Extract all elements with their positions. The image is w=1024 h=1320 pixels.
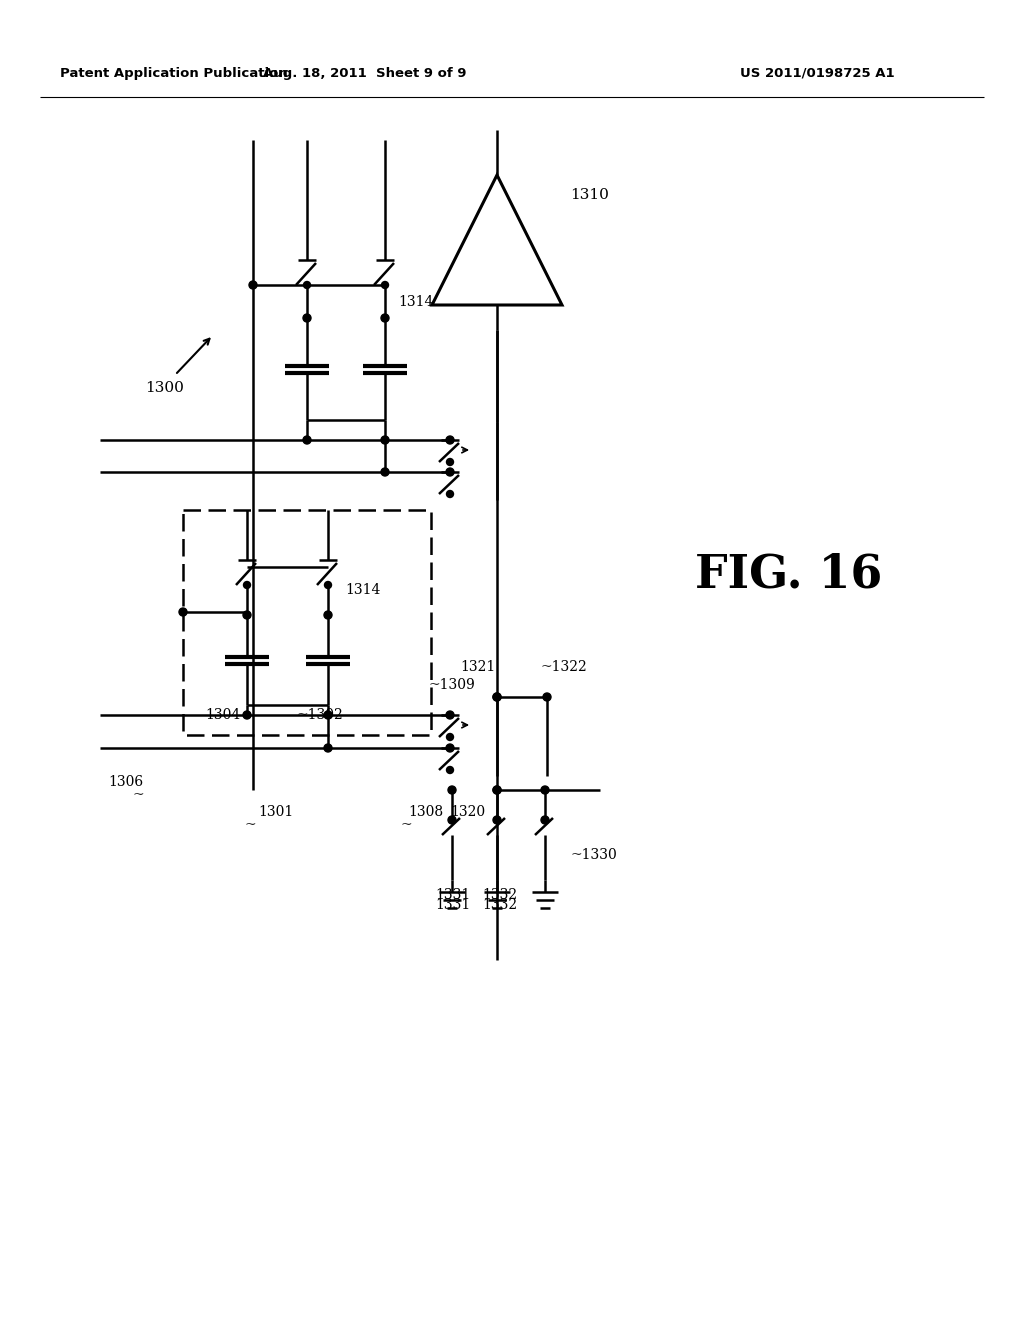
Text: 1304: 1304 xyxy=(205,708,241,722)
Circle shape xyxy=(179,609,187,616)
Circle shape xyxy=(543,693,551,701)
Circle shape xyxy=(446,436,454,444)
Text: ~1302: ~1302 xyxy=(297,708,344,722)
Text: 1310: 1310 xyxy=(570,187,609,202)
Circle shape xyxy=(446,767,454,774)
Text: 1301: 1301 xyxy=(258,805,293,818)
Text: 1300: 1300 xyxy=(145,381,184,395)
Circle shape xyxy=(303,436,311,444)
Circle shape xyxy=(493,816,501,824)
Text: Patent Application Publication: Patent Application Publication xyxy=(60,66,288,79)
Text: US 2011/0198725 A1: US 2011/0198725 A1 xyxy=(740,66,895,79)
Text: ~: ~ xyxy=(133,788,144,803)
Circle shape xyxy=(381,314,389,322)
Text: ~1322: ~1322 xyxy=(540,660,587,675)
Circle shape xyxy=(446,469,454,477)
Text: ~1309: ~1309 xyxy=(428,678,475,692)
Text: FIG. 16: FIG. 16 xyxy=(695,552,883,598)
Circle shape xyxy=(303,281,310,289)
Text: 1332: 1332 xyxy=(482,888,517,902)
Circle shape xyxy=(446,711,454,719)
Circle shape xyxy=(493,693,501,701)
Circle shape xyxy=(324,611,332,619)
Circle shape xyxy=(541,785,549,795)
Text: 1321: 1321 xyxy=(460,660,496,675)
Circle shape xyxy=(541,816,549,824)
Circle shape xyxy=(243,611,251,619)
Circle shape xyxy=(449,785,456,795)
Circle shape xyxy=(446,491,454,498)
Circle shape xyxy=(493,785,501,795)
Circle shape xyxy=(382,281,388,289)
Circle shape xyxy=(493,693,501,701)
Circle shape xyxy=(381,436,389,444)
Circle shape xyxy=(324,744,332,752)
Text: ~1330: ~1330 xyxy=(570,847,616,862)
Text: ~: ~ xyxy=(245,818,257,832)
Circle shape xyxy=(446,458,454,466)
Text: 1331: 1331 xyxy=(435,898,470,912)
Circle shape xyxy=(249,281,257,289)
Circle shape xyxy=(446,744,454,752)
Text: 1314: 1314 xyxy=(345,583,380,597)
Text: 1331: 1331 xyxy=(435,888,470,902)
Circle shape xyxy=(324,711,332,719)
Text: Aug. 18, 2011  Sheet 9 of 9: Aug. 18, 2011 Sheet 9 of 9 xyxy=(263,66,467,79)
Circle shape xyxy=(325,582,332,589)
Text: 1314: 1314 xyxy=(398,294,433,309)
Text: ~: ~ xyxy=(400,818,412,832)
Circle shape xyxy=(449,816,456,824)
Circle shape xyxy=(493,785,501,795)
Circle shape xyxy=(381,469,389,477)
Text: 1320: 1320 xyxy=(450,805,485,818)
Circle shape xyxy=(303,314,311,322)
Circle shape xyxy=(243,711,251,719)
Text: 1308: 1308 xyxy=(408,805,443,818)
Circle shape xyxy=(244,582,251,589)
Text: 1306: 1306 xyxy=(108,775,143,789)
Text: 1332: 1332 xyxy=(482,898,517,912)
Circle shape xyxy=(446,734,454,741)
